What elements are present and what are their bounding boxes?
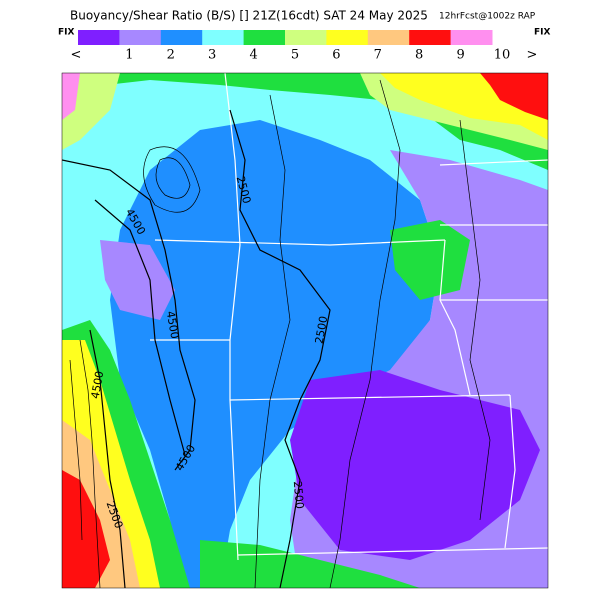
colorbar-swatch xyxy=(450,30,493,45)
contour-label: 4500 xyxy=(164,310,182,340)
field-red-north xyxy=(480,73,548,120)
colorbar-swatch xyxy=(119,30,162,45)
colorbar xyxy=(78,30,493,45)
contour-line xyxy=(143,146,201,213)
state-line xyxy=(504,394,516,549)
colorbar-label: 8 xyxy=(415,48,423,63)
colorbar-swatch xyxy=(202,30,245,45)
contour-label: 2500 xyxy=(313,315,331,345)
colorbar-label: < xyxy=(71,48,82,63)
field-green-south xyxy=(200,540,420,588)
state-line xyxy=(154,239,446,246)
contour-line xyxy=(89,329,126,588)
colorbar-swatch xyxy=(160,30,203,45)
colorbar-label: 5 xyxy=(291,48,299,63)
colorbar-swatch xyxy=(78,30,120,45)
field-green-east xyxy=(390,220,470,300)
contour-line xyxy=(229,109,331,588)
colorbar-swatch xyxy=(409,30,452,45)
contour-line xyxy=(254,94,291,588)
contour-line xyxy=(79,339,101,588)
colorbar-label: 2 xyxy=(167,48,175,63)
contour-line xyxy=(459,119,491,521)
map xyxy=(61,72,549,589)
colorbar-label: 6 xyxy=(332,48,340,63)
colorbar-label: 7 xyxy=(374,48,382,63)
title: Buoyancy/Shear Ratio (B/S) [] 21Z(16cdt)… xyxy=(70,9,428,23)
state-line xyxy=(229,394,511,401)
colorbar-label: 10 xyxy=(494,48,511,63)
contour-line xyxy=(329,79,401,588)
contour-line xyxy=(62,159,196,471)
colorbar-swatch xyxy=(326,30,369,45)
colorbar-label: 9 xyxy=(456,48,464,63)
contour-line xyxy=(69,359,83,541)
colorbar-swatch xyxy=(285,30,327,45)
colorbar-label: 4 xyxy=(249,48,257,63)
state-line xyxy=(237,547,548,556)
field-pink-northwest xyxy=(62,73,80,120)
colorbar-label: 3 xyxy=(208,48,216,63)
fix-left[interactable]: FIX xyxy=(58,28,74,38)
colorbar-swatch xyxy=(243,30,286,45)
field-blue-central xyxy=(110,120,440,588)
contour-line xyxy=(155,157,191,199)
contour-label: 4500 xyxy=(89,370,107,400)
state-line xyxy=(224,73,241,561)
field-lightpurple-west xyxy=(100,240,175,320)
colorbar-label: 1 xyxy=(125,48,133,63)
state-line xyxy=(439,239,471,396)
contour-line xyxy=(94,199,186,456)
colorbar-swatch xyxy=(367,30,410,45)
colorbar-label: > xyxy=(527,48,538,63)
subtitle: 12hrFcst@1002z RAP xyxy=(439,12,536,22)
state-line xyxy=(439,159,548,166)
contour-label: 2500 xyxy=(291,480,306,509)
fix-right[interactable]: FIX xyxy=(534,28,550,38)
map-frame xyxy=(61,72,549,589)
field-purple-east xyxy=(290,370,540,560)
colorbar-labels: <1 2 3 4 5 6 7 8 9 10 > xyxy=(71,48,538,63)
